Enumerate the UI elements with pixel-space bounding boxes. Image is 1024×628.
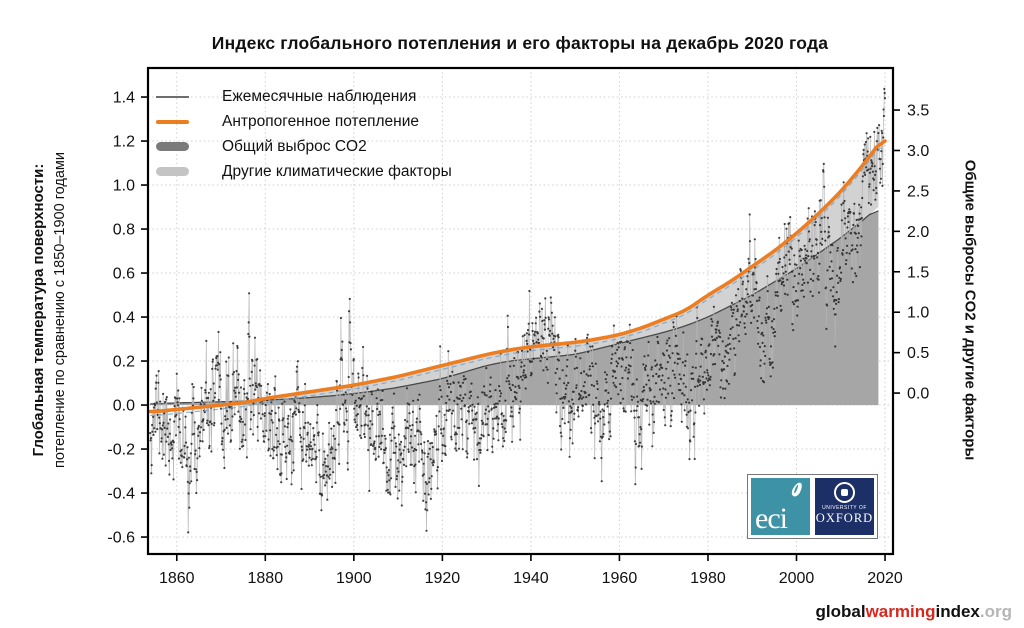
x-tick-label: 2000 <box>779 570 815 587</box>
y-right-tick-label: 1.5 <box>907 264 929 281</box>
observations-points <box>149 87 887 534</box>
branding-index: index <box>935 602 980 621</box>
branding-org: .org <box>979 602 1012 621</box>
grid <box>148 68 893 554</box>
legend-label: Ежемесячные наблюдения <box>222 87 417 105</box>
y-right-tick-label: 0.5 <box>907 345 929 362</box>
legend-label: Другие климатические факторы <box>222 162 452 180</box>
branding-global: global <box>815 602 866 621</box>
y-left-tick-label: 1.2 <box>113 134 135 151</box>
axis-ticks <box>141 96 900 561</box>
x-tick-label: 1900 <box>336 570 372 587</box>
y-right-tick-label: 1.0 <box>907 305 929 322</box>
other-factors-band-swatch-icon <box>156 167 189 176</box>
y-axis-title-left-bold: Глобальная температура поверхности: <box>30 163 47 457</box>
y-left-tick-label: -0.4 <box>107 486 135 503</box>
legend-label: Общий выброс CO2 <box>222 137 367 155</box>
y-axis-title-left: Глобальная температура поверхности: поте… <box>28 30 74 590</box>
x-tick-label: 1960 <box>602 570 638 587</box>
y-right-tick-label: 3.5 <box>907 103 929 120</box>
y-left-tick-label: 1.4 <box>113 90 135 107</box>
legend-item-other-factors: Другие климатические факторы <box>156 159 452 184</box>
legend-item-co2: Общий выброс CO2 <box>156 134 452 159</box>
branding-warming: warming <box>865 602 936 621</box>
oxford-logo: UNIVERSITY OF OXFORD <box>815 478 874 535</box>
y-axis-title-right: Общие выбросы CO2 и другие факторы <box>961 159 979 461</box>
y-left-tick-label: 0.4 <box>113 310 135 327</box>
y-right-tick-label: 0.0 <box>907 386 929 403</box>
y-left-tick-label: -0.2 <box>107 442 135 459</box>
y-right-tick-label: 2.5 <box>907 183 929 200</box>
oxford-crest-icon <box>834 482 855 503</box>
y-axis-title-left-sub: потепление по сравнению с 1850–1900 года… <box>51 151 68 469</box>
oxford-logo-line1: UNIVERSITY OF <box>822 505 867 511</box>
y-left-tick-label: 0.8 <box>113 222 135 239</box>
oxford-logo-line2: OXFORD <box>815 511 874 525</box>
chart-title: Индекс глобального потепления и его факт… <box>211 33 829 53</box>
eci-logo-text: eci <box>755 502 788 535</box>
eci-logo: eci <box>751 478 810 535</box>
x-tick-label: 1940 <box>513 570 549 587</box>
y-left-tick-label: 0.0 <box>113 398 135 415</box>
legend-item-anthropogenic: Антропогенное потепление <box>156 109 452 134</box>
site-branding: globalwarmingindex.org <box>816 602 1012 622</box>
y-left-tick-label: 0.2 <box>113 354 135 371</box>
y-left-tick-label: -0.6 <box>107 530 135 547</box>
axis-tick-labels: 1860 1880 1900 1920 1940 1960 1980 2000 2020 -0.6… <box>107 90 929 587</box>
co2-band-swatch-icon <box>156 142 189 151</box>
y-right-tick-label: 2.0 <box>907 224 929 241</box>
x-tick-label: 1920 <box>425 570 461 587</box>
x-tick-label: 1980 <box>690 570 726 587</box>
legend-item-observations: Ежемесячные наблюдения <box>156 84 452 109</box>
x-tick-label: 1860 <box>159 570 195 587</box>
anthropogenic-line <box>148 139 887 414</box>
logo-box: eci UNIVERSITY OF OXFORD <box>747 474 878 539</box>
y-left-tick-label: 0.6 <box>113 266 135 283</box>
x-tick-label: 2020 <box>867 570 903 587</box>
y-left-tick-label: 1.0 <box>113 178 135 195</box>
plot-frame <box>146 66 895 556</box>
x-tick-label: 1880 <box>248 570 284 587</box>
eci-leaf-icon <box>789 481 805 498</box>
y-right-tick-label: 3.0 <box>907 143 929 160</box>
legend: Ежемесячные наблюдения Антропогенное пот… <box>156 84 452 184</box>
secondary-blue-line <box>150 144 886 417</box>
anthropogenic-line-swatch-icon <box>156 119 189 124</box>
legend-label: Антропогенное потепление <box>222 112 419 130</box>
observations-line-swatch-icon <box>156 95 189 98</box>
